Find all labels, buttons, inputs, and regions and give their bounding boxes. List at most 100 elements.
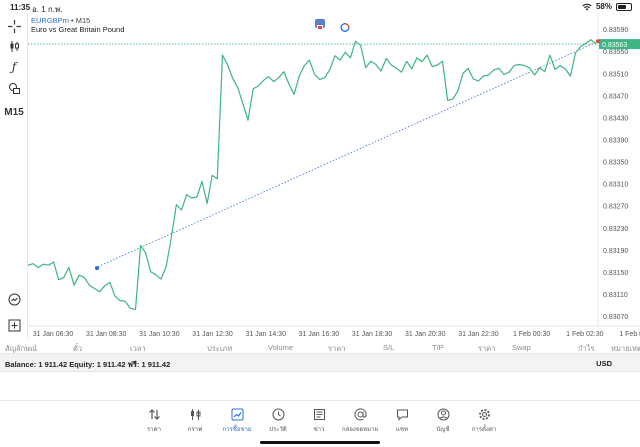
timeframe-button[interactable]: M15 xyxy=(4,106,24,118)
current-price-tag xyxy=(599,39,640,50)
column-header[interactable]: เวลา xyxy=(130,344,146,353)
nav-item-label: บัญชี xyxy=(436,427,450,433)
status-date: อ. 1 ก.พ. xyxy=(32,5,63,14)
trendline-handle-end xyxy=(596,39,600,44)
price-chart[interactable]: 0.83590 0.83550 0.83510 0.83470 0.83430 0.833… xyxy=(28,14,640,339)
status-time: 11:35 xyxy=(10,3,31,12)
chart-description: Euro vs Great Britain Pound xyxy=(31,25,125,34)
column-header[interactable]: Volume xyxy=(268,343,294,352)
function-icon[interactable]: ƒ xyxy=(11,60,17,74)
chart-symbol: EURGBPm xyxy=(31,16,69,25)
price-tick-label: 0.83230 xyxy=(603,226,628,233)
column-header[interactable]: หมายเหตุ xyxy=(611,344,640,353)
time-tick-label: 31 Jan 10:30 xyxy=(139,331,180,338)
price-tick-label: 0.83070 xyxy=(603,314,628,321)
quotes-icon xyxy=(148,409,160,420)
status-right: 58% xyxy=(582,2,632,11)
nav-item-chart[interactable]: กราฟ xyxy=(175,408,215,436)
price-tick-label: 0.83150 xyxy=(603,270,628,277)
nav-item-trade[interactable]: การซื้อขาย xyxy=(217,408,257,436)
chat-icon xyxy=(396,409,408,421)
price-tick-label: 0.83110 xyxy=(603,292,628,299)
balance-currency: USD xyxy=(596,359,612,368)
column-header[interactable]: สัญลักษณ์ xyxy=(5,344,38,353)
time-tick-label: 1 Feb 00:30 xyxy=(513,331,550,338)
time-tick-label: 1 Feb 04:30 xyxy=(619,331,640,338)
column-header[interactable]: ราคา xyxy=(478,344,496,353)
chart-separator: • xyxy=(71,16,74,25)
trendline xyxy=(94,40,599,269)
nav-item-label: ประวัติ xyxy=(269,427,287,433)
column-header[interactable]: Swap xyxy=(512,343,531,352)
nav-item-label: กล่องจดหมาย xyxy=(341,427,379,433)
column-header[interactable]: T/P xyxy=(432,343,444,352)
time-tick-label: 1 Feb 02:30 xyxy=(566,331,603,338)
current-price-label: 0.83563 xyxy=(602,42,627,49)
price-tick-label: 0.83270 xyxy=(603,204,628,211)
mailbox-icon xyxy=(354,408,367,421)
chart-title: EURGBPm • M15 Euro vs Great Britain Poun… xyxy=(31,16,124,34)
time-tick-label: 31 Jan 12:30 xyxy=(192,331,233,338)
status-bar: 11:35 อ. 1 ก.พ. 58% xyxy=(0,0,640,14)
nav-item-history[interactable]: ประวัติ xyxy=(258,408,298,436)
nav-item-mailbox[interactable]: กล่องจดหมาย xyxy=(340,408,380,436)
price-tick-label: 0.83550 xyxy=(603,49,628,56)
settings-icon xyxy=(478,409,490,420)
trendline-handle-start xyxy=(95,266,99,271)
account-icon xyxy=(437,408,449,421)
price-tick-label: 0.83590 xyxy=(603,27,628,34)
wifi-icon xyxy=(582,3,592,10)
time-tick-label: 31 Jan 18:30 xyxy=(352,331,393,338)
nav-item-quotes[interactable]: ราคา xyxy=(134,408,174,436)
add-window-icon[interactable] xyxy=(4,317,24,333)
chart-canvas[interactable]: 0.83590 0.83550 0.83510 0.83470 0.83430 0.833… xyxy=(28,14,640,339)
signal-icon[interactable] xyxy=(340,19,350,32)
left-toolbar: ƒ M15 xyxy=(0,14,28,339)
time-tick-label: 31 Jan 14:30 xyxy=(245,331,286,338)
news-icon xyxy=(313,409,325,420)
time-tick-label: 31 Jan 22:30 xyxy=(458,331,499,338)
column-header[interactable]: ราคา xyxy=(328,344,346,353)
nav-item-label: การซื้อขาย xyxy=(222,427,252,433)
time-tick-label: 31 Jan 08:30 xyxy=(86,331,127,338)
nav-item-news[interactable]: ข่าว xyxy=(299,408,339,436)
price-tick-label: 0.83310 xyxy=(603,182,628,189)
column-header[interactable]: กำไร xyxy=(578,344,595,353)
nav-item-chat[interactable]: แชท xyxy=(382,408,422,436)
trade-icon xyxy=(231,408,243,421)
balance-bar: Balance: 1 911.42 Equity: 1 911.42 ฟรี: … xyxy=(0,354,640,372)
history-icon xyxy=(272,408,284,421)
price-tick-label: 0.83510 xyxy=(603,71,628,78)
chart-icon xyxy=(190,409,200,420)
nav-item-label: แชท xyxy=(396,427,408,433)
bottom-nav: ราคา กราฟ การซื้อขาย ประวัติ ข่าว กล่องจดหมาย… xyxy=(0,400,640,447)
price-tick-label: 0.83470 xyxy=(603,93,628,100)
chart-timeframe: M15 xyxy=(75,16,91,25)
trade-table-header: สัญลักษณ์ ตั๋ว เวลา ประเภท Volume ราคา S/L T/P ร… xyxy=(0,339,640,354)
one-click-trading-icon[interactable] xyxy=(315,19,325,30)
nav-item-label: กราฟ xyxy=(187,427,203,433)
time-tick-label: 31 Jan 06:30 xyxy=(33,331,74,338)
battery-percent: 58% xyxy=(595,2,612,11)
time-tick-label: 31 Jan 20:30 xyxy=(405,331,446,338)
balance-summary: Balance: 1 911.42 Equity: 1 911.42 ฟรี: … xyxy=(5,360,171,369)
battery-icon xyxy=(616,2,632,11)
price-tick-label: 0.83390 xyxy=(603,138,628,145)
home-indicator xyxy=(260,441,380,444)
objects-icon[interactable] xyxy=(4,80,24,96)
nav-item-label: ข่าว xyxy=(313,427,325,433)
price-tick-label: 0.83350 xyxy=(603,160,628,167)
time-tick-label: 31 Jan 16:30 xyxy=(299,331,340,338)
crosshair-icon[interactable] xyxy=(4,18,24,34)
nav-item-settings[interactable]: การตั้งค่า xyxy=(464,408,504,436)
zoom-icon[interactable] xyxy=(4,291,24,307)
column-header[interactable]: ตั๋ว xyxy=(73,344,83,353)
nav-item-label: การตั้งค่า xyxy=(471,427,497,433)
nav-item-account[interactable]: บัญชี xyxy=(423,408,463,436)
price-series-line xyxy=(28,39,597,310)
nav-item-label: ราคา xyxy=(147,427,161,433)
column-header[interactable]: S/L xyxy=(383,343,395,352)
price-tick-label: 0.83190 xyxy=(603,248,628,255)
candles-icon[interactable] xyxy=(4,38,24,54)
column-header[interactable]: ประเภท xyxy=(207,344,233,353)
